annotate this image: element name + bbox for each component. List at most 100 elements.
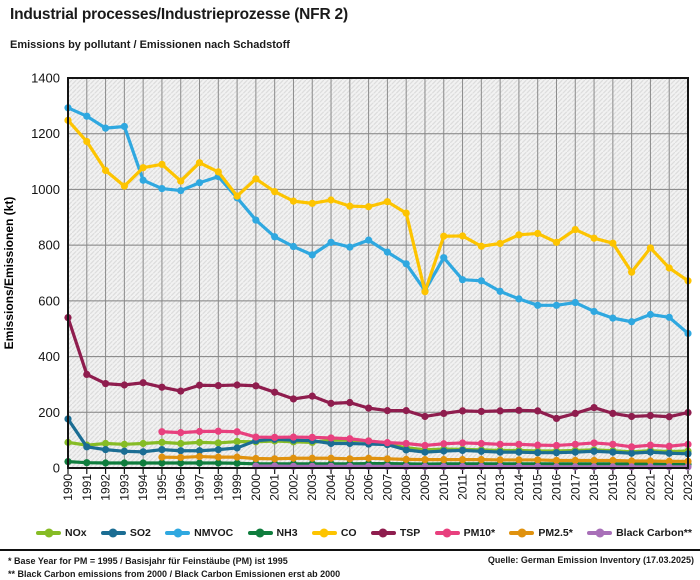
series-point-SO2 bbox=[177, 447, 185, 455]
series-point-PM10* bbox=[383, 439, 391, 447]
series-point-PM2.5* bbox=[308, 454, 316, 462]
series-point-TSP bbox=[252, 382, 260, 390]
series-point-CO bbox=[214, 168, 222, 176]
series-point-NMVOC bbox=[609, 314, 617, 322]
series-point-CO bbox=[158, 160, 166, 168]
legend-item-SO2: SO2 bbox=[100, 527, 151, 539]
series-point-CO bbox=[477, 242, 485, 250]
series-point-NMVOC bbox=[308, 251, 316, 259]
series-point-NOx bbox=[139, 439, 147, 448]
series-point-CO bbox=[496, 239, 504, 248]
series-point-Black Carbon** bbox=[552, 463, 561, 471]
series-point-CO bbox=[365, 203, 373, 211]
svg-text:1993: 1993 bbox=[117, 474, 131, 501]
series-point-CO bbox=[402, 209, 410, 217]
series-point-TSP bbox=[383, 407, 391, 415]
series-point-Black Carbon** bbox=[590, 463, 598, 471]
series-point-CO bbox=[83, 137, 91, 146]
series-point-TSP bbox=[195, 381, 204, 389]
series-point-SO2 bbox=[233, 444, 241, 452]
series-point-PM2.5* bbox=[365, 454, 373, 462]
legend-label: SO2 bbox=[129, 527, 151, 539]
series-point-NMVOC bbox=[515, 295, 523, 303]
series-point-CO bbox=[308, 199, 316, 207]
series-point-CO bbox=[458, 232, 467, 240]
svg-text:2003: 2003 bbox=[305, 474, 319, 501]
legend-dot-icon bbox=[108, 528, 118, 538]
series-point-CO bbox=[101, 166, 110, 175]
svg-text:1996: 1996 bbox=[174, 474, 188, 501]
svg-text:1990: 1990 bbox=[61, 474, 75, 501]
series-point-PM10* bbox=[346, 435, 354, 443]
source-label: Quelle: German Emission Inventory (17.03… bbox=[487, 555, 694, 565]
chart-legend: NOx SO2 NMVOC NH3 CO TSP PM10* PM2.5* Black Carb… bbox=[36, 521, 692, 545]
series-point-NMVOC bbox=[590, 307, 598, 316]
legend-item-NOx: NOx bbox=[36, 527, 87, 539]
svg-text:1998: 1998 bbox=[211, 474, 225, 501]
series-point-TSP bbox=[515, 406, 523, 414]
series-point-NOx bbox=[214, 439, 222, 447]
series-point-SO2 bbox=[421, 448, 429, 456]
series-point-PM10* bbox=[271, 433, 279, 441]
series-point-CO bbox=[233, 192, 241, 200]
series-point-SO2 bbox=[496, 448, 504, 456]
series-point-NMVOC bbox=[346, 243, 354, 251]
series-point-Black Carbon** bbox=[458, 463, 467, 471]
svg-text:800: 800 bbox=[38, 238, 60, 253]
series-point-CO bbox=[252, 175, 260, 183]
svg-text:2011: 2011 bbox=[456, 474, 470, 500]
series-point-PM2.5* bbox=[158, 453, 166, 461]
series-point-NMVOC bbox=[365, 236, 373, 244]
legend-dot-icon bbox=[173, 528, 183, 538]
legend-label: Black Carbon** bbox=[616, 527, 692, 539]
svg-text:2002: 2002 bbox=[286, 474, 300, 501]
series-point-TSP bbox=[421, 412, 429, 421]
series-point-SO2 bbox=[101, 446, 110, 454]
series-point-NMVOC bbox=[646, 310, 655, 319]
series-point-Black Carbon** bbox=[534, 463, 542, 471]
series-point-PM2.5* bbox=[609, 456, 617, 465]
series-point-PM2.5* bbox=[271, 455, 279, 463]
series-point-SO2 bbox=[571, 448, 579, 456]
series-point-TSP bbox=[233, 381, 241, 389]
series-point-NMVOC bbox=[402, 260, 410, 268]
series-point-TSP bbox=[158, 383, 166, 391]
series-point-CO bbox=[271, 188, 279, 196]
series-point-CO bbox=[571, 225, 579, 234]
series-point-TSP bbox=[646, 412, 655, 420]
svg-text:1994: 1994 bbox=[136, 474, 150, 501]
series-point-NH3 bbox=[195, 459, 204, 467]
series-point-NOx bbox=[158, 438, 166, 446]
series-point-SO2 bbox=[646, 448, 655, 456]
svg-text:2000: 2000 bbox=[249, 474, 263, 501]
series-point-TSP bbox=[590, 403, 598, 412]
series-point-PM10* bbox=[496, 440, 504, 448]
series-point-PM2.5* bbox=[177, 453, 185, 462]
legend-marker-icon bbox=[36, 528, 61, 538]
series-point-PM10* bbox=[365, 437, 373, 445]
series-point-NOx bbox=[120, 440, 128, 448]
svg-text:2015: 2015 bbox=[531, 474, 545, 501]
series-point-CO bbox=[534, 229, 542, 238]
legend-label: NMVOC bbox=[194, 527, 234, 539]
series-point-NH3 bbox=[83, 459, 91, 467]
footnote-black-carbon: ** Black Carbon emissions from 2000 / Bl… bbox=[8, 568, 341, 579]
series-point-NOx bbox=[177, 439, 185, 448]
series-point-CO bbox=[421, 288, 429, 296]
series-point-TSP bbox=[609, 409, 617, 417]
legend-item-PM10*: PM10* bbox=[434, 527, 495, 539]
series-line-SO2 bbox=[66, 417, 690, 456]
series-point-SO2 bbox=[534, 449, 542, 457]
series-point-PM10* bbox=[590, 439, 598, 447]
legend-item-CO: CO bbox=[311, 527, 357, 539]
series-point-NMVOC bbox=[383, 248, 391, 256]
svg-text:1992: 1992 bbox=[99, 474, 113, 501]
chart-title: Industrial processes/Industrieprozesse (… bbox=[10, 6, 348, 23]
series-point-PM10* bbox=[628, 443, 636, 451]
series-point-TSP bbox=[101, 379, 110, 388]
series-point-NMVOC bbox=[158, 184, 166, 193]
series-point-PM10* bbox=[665, 442, 673, 450]
series-point-Black Carbon** bbox=[402, 463, 410, 471]
series-point-SO2 bbox=[628, 449, 636, 457]
series-point-TSP bbox=[346, 398, 354, 407]
